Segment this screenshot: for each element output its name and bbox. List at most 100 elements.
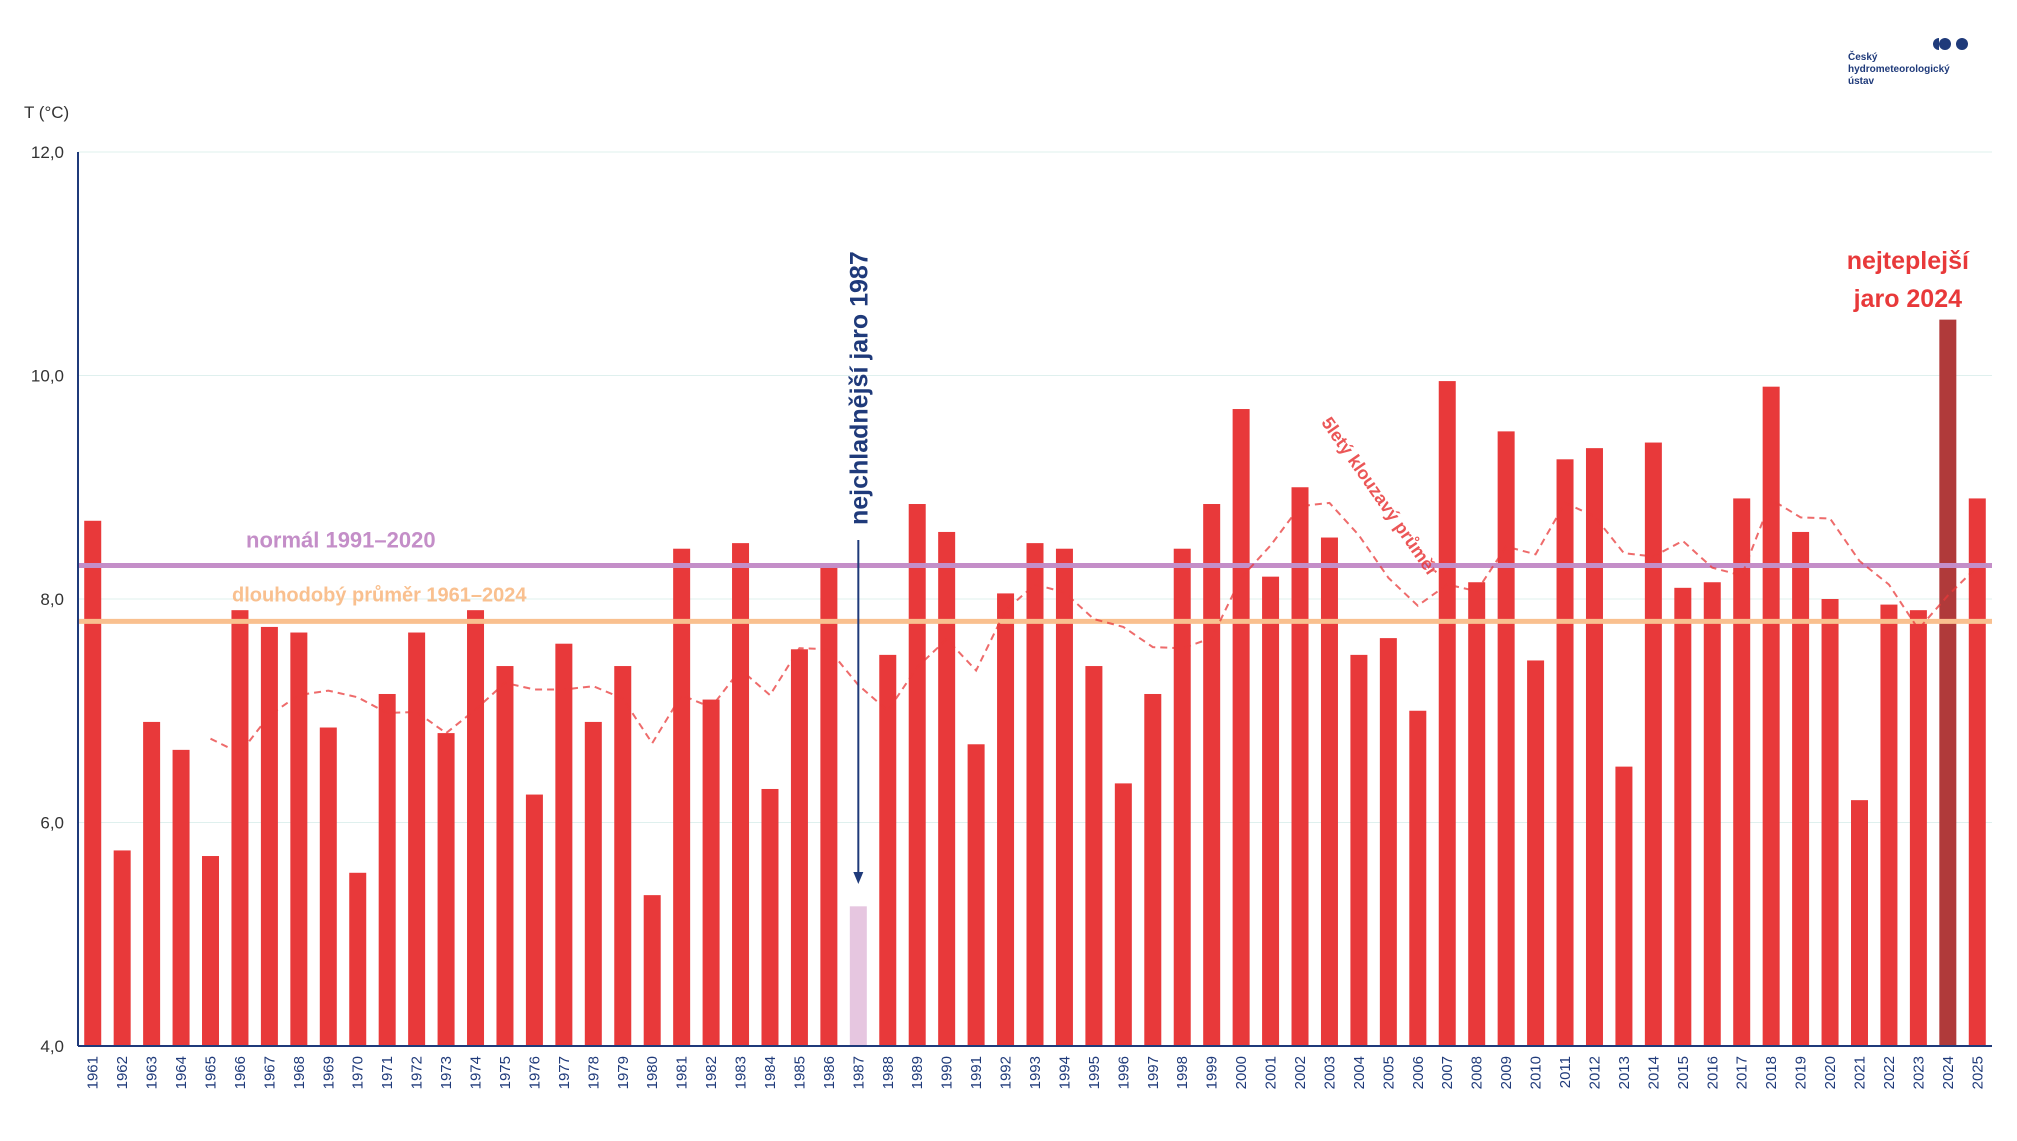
bar-1976 bbox=[525, 794, 543, 1046]
x-tick-labels: 1961 1962 1963 1964 1965 1966 1967 1968 1969 1970… bbox=[85, 1056, 1987, 1089]
x-tick-1992: 1992 bbox=[998, 1056, 1015, 1089]
x-tick-1975: 1975 bbox=[497, 1056, 514, 1089]
x-tick-1966: 1966 bbox=[232, 1056, 249, 1089]
bar-2015 bbox=[1674, 587, 1692, 1046]
x-tick-1970: 1970 bbox=[350, 1056, 367, 1089]
bar-1964 bbox=[172, 749, 190, 1046]
bar-2018 bbox=[1762, 386, 1780, 1046]
bar-2024 bbox=[1939, 319, 1957, 1046]
bar-1981 bbox=[673, 548, 691, 1046]
bar-1980 bbox=[643, 895, 661, 1046]
logo-mark-icon bbox=[1933, 38, 1968, 50]
x-tick-1967: 1967 bbox=[261, 1056, 278, 1089]
y-tick-label: 10,0 bbox=[31, 367, 64, 386]
x-tick-2003: 2003 bbox=[1322, 1056, 1339, 1089]
x-tick-1968: 1968 bbox=[291, 1056, 308, 1089]
warmest-annotation-line-2: jaro 2024 bbox=[1853, 285, 1963, 313]
x-tick-2018: 2018 bbox=[1763, 1056, 1780, 1089]
warmest-annotation-line-1: nejteplejší bbox=[1847, 247, 1970, 275]
bar-2023 bbox=[1909, 610, 1927, 1046]
bar-1996 bbox=[1114, 783, 1132, 1046]
logo-line-3: ústav bbox=[1848, 76, 1875, 87]
bar-1972 bbox=[408, 632, 426, 1046]
bar-1975 bbox=[496, 666, 514, 1046]
bar-1974 bbox=[467, 610, 485, 1046]
bar-1988 bbox=[879, 654, 897, 1046]
bar-1961 bbox=[84, 520, 102, 1046]
x-tick-2016: 2016 bbox=[1704, 1056, 1721, 1089]
bar-1966 bbox=[231, 610, 249, 1046]
x-tick-1994: 1994 bbox=[1056, 1056, 1073, 1089]
y-tick-label: 8,0 bbox=[40, 590, 64, 609]
bars bbox=[84, 319, 1986, 1046]
bar-1971 bbox=[378, 693, 396, 1046]
x-tick-2009: 2009 bbox=[1498, 1056, 1515, 1089]
bar-2004 bbox=[1350, 654, 1368, 1046]
x-tick-2008: 2008 bbox=[1469, 1056, 1486, 1089]
x-tick-1980: 1980 bbox=[644, 1056, 661, 1089]
x-tick-1972: 1972 bbox=[409, 1056, 426, 1089]
bar-1995 bbox=[1085, 666, 1103, 1046]
x-tick-1974: 1974 bbox=[468, 1056, 485, 1089]
x-tick-1990: 1990 bbox=[939, 1056, 956, 1089]
bar-2010 bbox=[1527, 660, 1545, 1046]
x-tick-1981: 1981 bbox=[674, 1056, 691, 1089]
logo-line-2: hydrometeorologický bbox=[1848, 64, 1950, 75]
bar-1987 bbox=[849, 906, 867, 1046]
x-tick-2024: 2024 bbox=[1940, 1056, 1957, 1089]
bar-2019 bbox=[1792, 531, 1810, 1046]
x-tick-1964: 1964 bbox=[173, 1056, 190, 1089]
bar-2021 bbox=[1850, 800, 1868, 1046]
x-tick-1999: 1999 bbox=[1204, 1056, 1221, 1089]
bar-2022 bbox=[1880, 604, 1898, 1046]
x-tick-1997: 1997 bbox=[1145, 1056, 1162, 1089]
y-tick-label: 4,0 bbox=[40, 1037, 64, 1056]
bar-2014 bbox=[1644, 442, 1662, 1046]
y-tick-labels: 4,0 6,0 8,0 10,0 12,0 T (°C) bbox=[24, 103, 69, 1056]
x-tick-2019: 2019 bbox=[1793, 1056, 1810, 1089]
x-tick-2010: 2010 bbox=[1528, 1056, 1545, 1089]
x-tick-2007: 2007 bbox=[1439, 1056, 1456, 1089]
bar-1968 bbox=[290, 632, 308, 1046]
bar-2002 bbox=[1291, 487, 1309, 1046]
y-tick-label: 6,0 bbox=[40, 814, 64, 833]
bar-1986 bbox=[820, 565, 838, 1046]
x-tick-1982: 1982 bbox=[703, 1056, 720, 1089]
bar-1967 bbox=[260, 626, 278, 1046]
bar-1999 bbox=[1203, 504, 1221, 1046]
x-tick-2020: 2020 bbox=[1822, 1056, 1839, 1089]
x-tick-2021: 2021 bbox=[1852, 1056, 1869, 1089]
x-tick-1965: 1965 bbox=[203, 1056, 220, 1089]
x-tick-1976: 1976 bbox=[526, 1056, 543, 1089]
bar-1962 bbox=[113, 850, 131, 1046]
bar-2025 bbox=[1968, 498, 1986, 1046]
annotations: nejchladnější jaro 1987 nejteplejší jaro 2… bbox=[845, 247, 1970, 884]
x-tick-1991: 1991 bbox=[968, 1056, 985, 1089]
bar-2013 bbox=[1615, 766, 1633, 1046]
average-label: dlouhodobý průměr 1961–2024 bbox=[232, 584, 527, 606]
x-tick-2014: 2014 bbox=[1645, 1056, 1662, 1089]
x-tick-1984: 1984 bbox=[762, 1056, 779, 1089]
x-tick-1993: 1993 bbox=[1027, 1056, 1044, 1089]
bar-2005 bbox=[1379, 638, 1397, 1046]
reference-lines: normál 1991–2020 dlouhodobý průměr 1961–2… bbox=[78, 527, 1992, 624]
x-tick-1998: 1998 bbox=[1174, 1056, 1191, 1089]
x-tick-1985: 1985 bbox=[791, 1056, 808, 1089]
bar-1990 bbox=[938, 531, 956, 1046]
bar-1982 bbox=[702, 699, 720, 1046]
logo-line-1: Český bbox=[1848, 52, 1878, 63]
x-tick-2011: 2011 bbox=[1557, 1056, 1574, 1088]
bar-1969 bbox=[319, 727, 337, 1046]
x-tick-1961: 1961 bbox=[85, 1056, 102, 1089]
x-tick-1987: 1987 bbox=[850, 1056, 867, 1089]
bar-1998 bbox=[1173, 548, 1191, 1046]
x-tick-2022: 2022 bbox=[1881, 1056, 1898, 1089]
x-tick-1988: 1988 bbox=[880, 1056, 897, 1089]
x-tick-1979: 1979 bbox=[615, 1056, 632, 1089]
x-tick-2005: 2005 bbox=[1380, 1056, 1397, 1089]
bar-1991 bbox=[967, 744, 985, 1046]
x-tick-2013: 2013 bbox=[1616, 1056, 1633, 1089]
bar-2001 bbox=[1262, 576, 1280, 1046]
bar-2000 bbox=[1232, 409, 1250, 1046]
